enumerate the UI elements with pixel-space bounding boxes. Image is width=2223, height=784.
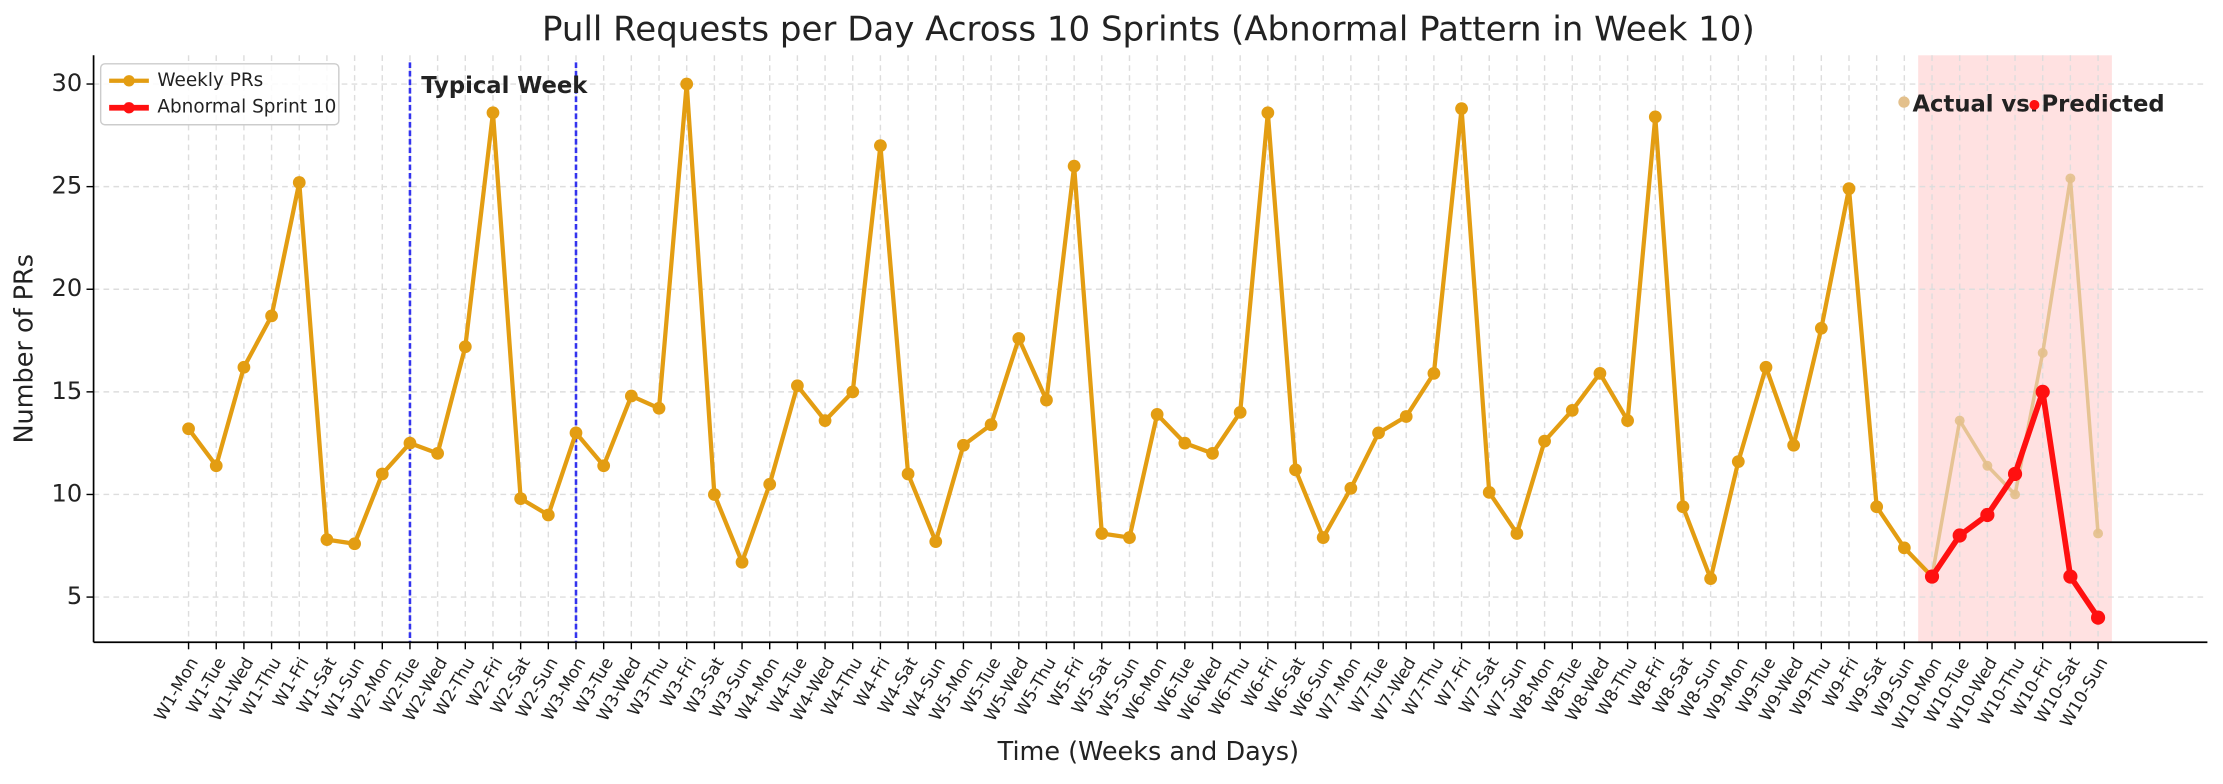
point: [818, 414, 832, 427]
point: [791, 379, 804, 393]
point: [209, 459, 223, 473]
point: [1731, 455, 1745, 469]
point: [1510, 527, 1524, 540]
point: [237, 360, 251, 374]
point: [1676, 500, 1690, 514]
point: [1427, 367, 1441, 380]
point: [1759, 360, 1773, 374]
point: [1538, 434, 1551, 448]
point: [182, 422, 195, 436]
point: [1206, 447, 1219, 460]
x-axis-label: Time (Weeks and Days): [997, 737, 1299, 767]
point: [1621, 414, 1634, 427]
point: [1787, 438, 1801, 452]
point: [1842, 182, 1856, 196]
point: [292, 176, 306, 189]
point: [1372, 426, 1385, 440]
point: [874, 139, 887, 152]
point: [1648, 110, 1662, 124]
y-tick-label: 25: [52, 172, 83, 200]
y-tick-label: 5: [67, 582, 82, 610]
point: [1482, 486, 1496, 499]
point: [1980, 507, 1995, 523]
point: [1123, 531, 1136, 544]
chart-title: Pull Requests per Day Across 10 Sprints …: [542, 10, 1755, 50]
point: [2010, 489, 2021, 500]
point: [1593, 367, 1607, 380]
point: [735, 555, 749, 569]
point: [375, 467, 389, 481]
point: [1982, 460, 1993, 471]
point: [1095, 527, 1109, 540]
legend-label: Abnormal Sprint 10: [157, 97, 336, 118]
point: [1704, 572, 1718, 585]
point: [597, 459, 611, 473]
legend: Weekly PRs Abnormal Sprint 10: [99, 63, 340, 126]
point: [514, 492, 528, 505]
point: [1012, 332, 1026, 345]
legend-marker: [123, 102, 135, 114]
point: [458, 340, 472, 354]
point: [624, 389, 638, 403]
y-tick-label: 20: [52, 274, 83, 302]
point: [1344, 481, 1358, 495]
point: [1952, 528, 1967, 543]
point: [1897, 541, 1911, 555]
y-tick-label: 30: [52, 69, 83, 97]
point: [763, 477, 777, 491]
point: [984, 418, 998, 432]
point: [1067, 159, 1081, 173]
point: [2090, 610, 2106, 625]
line: [186, 81, 1934, 581]
point: [707, 488, 721, 501]
point: [680, 77, 694, 91]
point: [652, 401, 666, 415]
y-tick-label: 10: [52, 479, 83, 507]
point: [1150, 408, 1164, 421]
point: [929, 535, 943, 549]
point: [2007, 466, 2023, 482]
point: [431, 447, 445, 460]
legend-marker: [123, 75, 135, 87]
point: [1316, 531, 1330, 544]
point: [569, 426, 583, 440]
point: [348, 537, 361, 551]
point: [1954, 415, 1965, 426]
y-axis-label: Number of PRs: [10, 254, 40, 444]
point: [1924, 569, 1940, 584]
point: [541, 508, 555, 522]
annotation-marker: [2029, 99, 2040, 110]
point: [2093, 528, 2104, 539]
point: [265, 309, 278, 323]
point: [1870, 500, 1884, 514]
point: [1455, 102, 1468, 116]
point: [2065, 173, 2076, 184]
point: [320, 533, 334, 546]
point: [1565, 403, 1579, 417]
point: [1399, 410, 1413, 423]
point: [486, 106, 500, 120]
legend-box: [99, 63, 340, 126]
point: [1289, 463, 1302, 477]
point: [1233, 405, 1247, 419]
annotation-marker: [1898, 96, 1910, 108]
point: [1040, 393, 1053, 407]
legend-label: Weekly PRs: [157, 70, 263, 91]
point: [2037, 347, 2048, 358]
annotation: Predicted: [2042, 91, 2165, 117]
annotation: Actual vs.: [1913, 91, 2039, 117]
point: [901, 467, 915, 481]
point: [846, 385, 860, 399]
annotation: Typical Week: [421, 73, 588, 99]
point: [1178, 436, 1192, 450]
point: [957, 438, 970, 452]
point: [2035, 384, 2050, 399]
y-tick-label: 15: [52, 377, 83, 405]
point: [1814, 321, 1828, 335]
point: [403, 436, 417, 450]
point: [2063, 569, 2078, 584]
point: [1261, 106, 1275, 120]
